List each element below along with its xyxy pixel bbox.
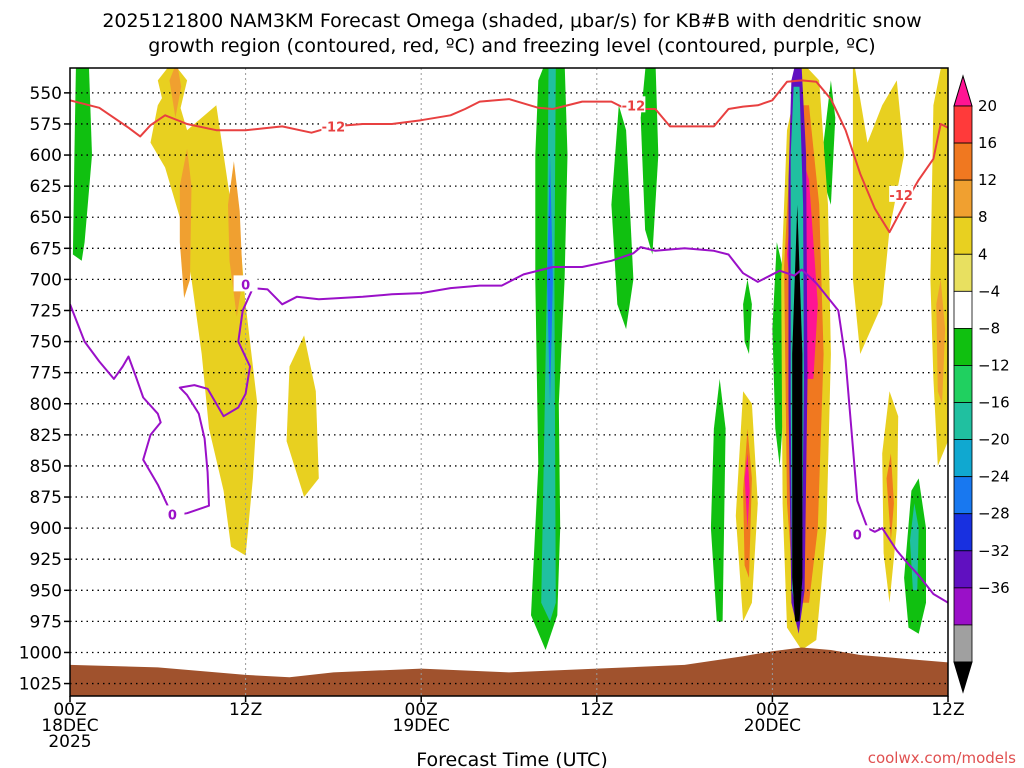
ytick-label-650: 650 bbox=[30, 208, 62, 228]
xtick-label-0-1: 18DEC bbox=[41, 716, 98, 736]
colorbar-label-10: −24 bbox=[978, 468, 1010, 486]
xtick-label-60-0: 12Z bbox=[931, 700, 964, 720]
ytick-label-1000: 1000 bbox=[19, 643, 62, 663]
chart-title-line1: 2025121800 NAM3KM Forecast Omega (shaded… bbox=[102, 10, 921, 32]
colorbar-swatch-11 bbox=[953, 476, 973, 515]
chart-title-line2: growth region (contoured, red, ºC) and f… bbox=[148, 35, 875, 57]
colorbar-label-13: −36 bbox=[978, 579, 1010, 597]
colorbar-label-7: −12 bbox=[978, 356, 1010, 374]
isotherm-label-b-bg bbox=[621, 96, 646, 113]
colorbar-swatch-4 bbox=[953, 216, 973, 255]
xtick-label-48-0: 00Z bbox=[756, 700, 789, 720]
omega-region-26 bbox=[792, 204, 803, 622]
credit-text: coolwx.com/models bbox=[868, 749, 1016, 767]
isotherm-minus12-line bbox=[70, 79, 948, 234]
colorbar-label-12: −32 bbox=[978, 542, 1010, 560]
freezing-level-line bbox=[70, 246, 948, 604]
colorbar-swatch-6 bbox=[953, 290, 973, 329]
isotherm-label-b: -12 bbox=[622, 99, 646, 114]
freezing-label-b-bg bbox=[160, 505, 185, 522]
colorbar-label-0: 20 bbox=[978, 97, 997, 115]
omega-region-13 bbox=[710, 378, 726, 622]
xtick-label-0-2: 2025 bbox=[48, 732, 91, 752]
xtick-label-0-0: 00Z bbox=[53, 700, 86, 720]
omega-region-15 bbox=[823, 80, 836, 205]
ytick-label-825: 825 bbox=[30, 426, 62, 446]
freezing-label-a-bg bbox=[233, 275, 258, 292]
colorbar-swatch-2 bbox=[953, 142, 973, 181]
ytick-label-1025: 1025 bbox=[19, 675, 62, 695]
colorbar-label-5: −4 bbox=[978, 282, 1000, 300]
isotherm-label-c: -12 bbox=[889, 189, 913, 204]
omega-region-14 bbox=[772, 242, 785, 466]
xtick-label-12-0: 12Z bbox=[229, 700, 262, 720]
colorbar-swatch-14 bbox=[953, 587, 973, 626]
freezing-label-a: 0 bbox=[241, 278, 250, 293]
xtick-label-48-1: 20DEC bbox=[744, 716, 801, 736]
ytick-label-675: 675 bbox=[30, 239, 62, 259]
ytick-label-750: 750 bbox=[30, 333, 62, 353]
omega-region-0 bbox=[150, 80, 258, 556]
xtick-label-36-0: 12Z bbox=[580, 700, 613, 720]
ytick-label-625: 625 bbox=[30, 177, 62, 197]
ytick-label-700: 700 bbox=[30, 270, 62, 290]
ytick-label-775: 775 bbox=[30, 364, 62, 384]
plot-area: -12 -12 -12 0 0 0 550 575 600 625 650 675 700 725 750 7… bbox=[19, 67, 965, 752]
ytick-label-550: 550 bbox=[30, 84, 62, 104]
isotherm-label-a: -12 bbox=[322, 120, 346, 135]
plot-frame bbox=[69, 67, 949, 697]
omega-region-8 bbox=[541, 68, 556, 622]
ytick-label-975: 975 bbox=[30, 612, 62, 632]
omega-region-6 bbox=[72, 68, 92, 261]
colorbar-swatch-12 bbox=[953, 513, 973, 552]
x-axis-label: Forecast Time (UTC) bbox=[416, 749, 607, 768]
omega-region-3 bbox=[179, 148, 192, 299]
colorbar-label-2: 12 bbox=[978, 171, 997, 189]
xtick-label-24-0: 00Z bbox=[405, 700, 438, 720]
colorbar: 20 16 12 8 4 −4 −8 −12 −16 −20 −24 −28 −32 −36 bbox=[953, 74, 1010, 694]
ytick-label-850: 850 bbox=[30, 457, 62, 477]
omega-region-12 bbox=[743, 279, 752, 354]
ytick-label-600: 600 bbox=[30, 146, 62, 166]
ytick-label-800: 800 bbox=[30, 395, 62, 415]
colorbar-label-4: 4 bbox=[978, 245, 988, 263]
colorbar-label-3: 8 bbox=[978, 208, 988, 226]
ytick-label-900: 900 bbox=[30, 519, 62, 539]
colorbar-swatch-15 bbox=[953, 624, 973, 663]
colorbar-swatch-8 bbox=[953, 365, 973, 403]
colorbar-swatch-13 bbox=[953, 550, 973, 589]
ytick-label-725: 725 bbox=[30, 301, 62, 321]
omega-region-27 bbox=[852, 68, 905, 354]
isotherm-label-c-bg bbox=[889, 185, 914, 202]
colorbar-swatch-10 bbox=[953, 439, 973, 478]
freezing-label-c: 0 bbox=[853, 528, 862, 543]
freezing-label-c-bg bbox=[845, 525, 870, 542]
ytick-label-950: 950 bbox=[30, 581, 62, 601]
ytick-label-875: 875 bbox=[30, 488, 62, 508]
omega-region-11 bbox=[640, 68, 659, 255]
omega-region-10 bbox=[611, 105, 634, 330]
colorbar-swatch-1 bbox=[953, 105, 973, 144]
colorbar-swatch-9 bbox=[953, 402, 973, 440]
omega-region-29 bbox=[936, 279, 946, 404]
colorbar-label-9: −20 bbox=[978, 431, 1010, 449]
isotherm-label-a-bg bbox=[321, 117, 346, 134]
xtick-label-24-1: 19DEC bbox=[393, 716, 450, 736]
omega-region-2 bbox=[286, 335, 319, 497]
colorbar-bottom-arrow bbox=[953, 661, 973, 694]
freezing-label-b: 0 bbox=[168, 508, 177, 523]
colorbar-label-6: −8 bbox=[978, 319, 1000, 337]
colorbar-label-8: −16 bbox=[978, 394, 1010, 412]
ytick-label-925: 925 bbox=[30, 550, 62, 570]
colorbar-label-11: −28 bbox=[978, 505, 1010, 523]
colorbar-swatch-5 bbox=[953, 253, 973, 292]
terrain-fill bbox=[70, 647, 948, 696]
colorbar-swatch-3 bbox=[953, 179, 973, 218]
colorbar-label-1: 16 bbox=[978, 134, 997, 152]
colorbar-swatch-7 bbox=[953, 327, 973, 366]
omega-region-20 bbox=[744, 453, 750, 529]
ytick-label-575: 575 bbox=[30, 115, 62, 135]
